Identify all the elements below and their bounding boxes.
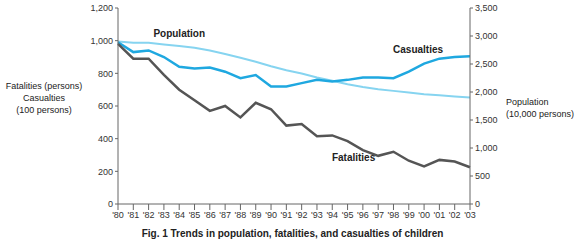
- svg-text:'02: '02: [449, 210, 461, 220]
- svg-text:1,200: 1,200: [90, 3, 113, 13]
- svg-text:'96: '96: [357, 210, 369, 220]
- svg-text:'85: '85: [189, 210, 201, 220]
- svg-text:'91: '91: [280, 210, 292, 220]
- svg-text:1,000: 1,000: [90, 36, 113, 46]
- html-text:Population: Population: [506, 97, 549, 107]
- html-text:Casualties: Casualties: [23, 93, 65, 103]
- svg-text:Casualties: Casualties: [393, 44, 443, 55]
- svg-text:'92: '92: [296, 210, 308, 220]
- svg-text:1,000: 1,000: [475, 143, 498, 153]
- svg-text:'84: '84: [173, 210, 185, 220]
- svg-text:800: 800: [98, 69, 113, 79]
- svg-text:'87: '87: [219, 210, 231, 220]
- svg-text:600: 600: [98, 101, 113, 111]
- svg-text:'00: '00: [418, 210, 430, 220]
- svg-text:3,500: 3,500: [475, 3, 498, 13]
- html-text:(10,000 persons): (10,000 persons): [506, 109, 574, 119]
- svg-text:'03: '03: [464, 210, 476, 220]
- svg-text:'90: '90: [265, 210, 277, 220]
- svg-text:'94: '94: [326, 210, 338, 220]
- html-text:(100 persons): (100 persons): [16, 105, 72, 115]
- svg-text:'99: '99: [403, 210, 415, 220]
- svg-text:'97: '97: [372, 210, 384, 220]
- svg-text:'81: '81: [127, 210, 139, 220]
- svg-text:500: 500: [475, 171, 490, 181]
- svg-text:'95: '95: [342, 210, 354, 220]
- svg-text:'93: '93: [311, 210, 323, 220]
- svg-text:'80: '80: [112, 210, 124, 220]
- svg-text:'83: '83: [158, 210, 170, 220]
- svg-text:0: 0: [475, 199, 480, 209]
- svg-text:2,000: 2,000: [475, 87, 498, 97]
- svg-text:Fatalities: Fatalities: [332, 152, 376, 163]
- svg-text:2,500: 2,500: [475, 59, 498, 69]
- svg-text:400: 400: [98, 134, 113, 144]
- svg-text:'01: '01: [434, 210, 446, 220]
- svg-text:'82: '82: [143, 210, 155, 220]
- html-text:Fig. 1 Trends in population, f: Fig. 1 Trends in population, fatalities,…: [141, 228, 444, 239]
- svg-text:1,500: 1,500: [475, 115, 498, 125]
- svg-text:Population: Population: [153, 28, 205, 39]
- svg-text:'86: '86: [204, 210, 216, 220]
- svg-text:200: 200: [98, 167, 113, 177]
- svg-text:0: 0: [108, 199, 113, 209]
- svg-text:'98: '98: [388, 210, 400, 220]
- svg-text:'89: '89: [250, 210, 262, 220]
- svg-text:3,000: 3,000: [475, 31, 498, 41]
- svg-text:'88: '88: [235, 210, 247, 220]
- html-text:Fatalities (persons): Fatalities (persons): [5, 81, 83, 91]
